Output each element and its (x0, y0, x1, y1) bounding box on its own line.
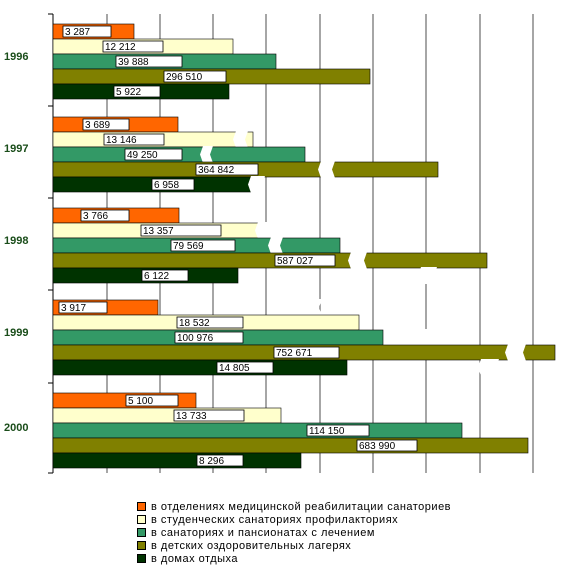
data-label: 6 122 (144, 271, 169, 282)
data-label-box (195, 163, 259, 176)
bar (52, 407, 282, 424)
category-label: 1998 (4, 235, 28, 247)
bar (52, 452, 302, 469)
data-label: 3 287 (65, 27, 90, 38)
data-label: 18 532 (179, 318, 210, 329)
data-label: 39 888 (118, 57, 149, 68)
data-label: 114 150 (309, 426, 345, 437)
legend-swatch (137, 502, 146, 511)
legend-label: в студенческих санаториях профилакториях (151, 513, 399, 526)
data-label: 5 922 (116, 87, 141, 98)
data-label: 13 357 (143, 226, 174, 237)
data-label: 49 250 (127, 150, 158, 161)
data-label: 296 510 (166, 72, 203, 83)
legend-label: в детских оздоровительных лагерях (151, 539, 352, 552)
axis-break (200, 146, 213, 163)
legend-item: в отделениях медицинской реабилитации са… (137, 500, 577, 513)
legend-swatch (137, 515, 146, 524)
bar (52, 422, 463, 439)
legend-swatch (137, 541, 146, 550)
data-label-box (113, 85, 161, 98)
data-label: 3 766 (83, 211, 108, 222)
data-label-box (102, 40, 164, 53)
category-label: 1997 (4, 143, 28, 155)
bar (52, 437, 529, 454)
data-label: 100 976 (177, 333, 214, 344)
data-label-box (103, 133, 165, 146)
data-label-box (141, 269, 189, 282)
data-label-box (80, 209, 130, 222)
data-label-box (151, 178, 195, 191)
data-label: 587 027 (277, 256, 314, 267)
legend-item: в домах отдыха (137, 552, 577, 565)
data-label-box (306, 424, 370, 437)
data-label: 12 212 (105, 42, 136, 53)
data-label-box (174, 331, 244, 344)
data-label-box (82, 118, 130, 131)
data-label-box (58, 301, 108, 314)
data-label: 3 917 (61, 303, 86, 314)
axis-break (255, 222, 270, 239)
data-label: 6 958 (154, 180, 179, 191)
axis-break (418, 267, 437, 284)
legend-item: в санаториях и пансионатах с лечением (137, 526, 577, 539)
data-label: 364 842 (198, 165, 235, 176)
data-label-box (274, 254, 336, 267)
legend-item: в детских оздоровительных лагерях (137, 539, 577, 552)
data-label-box (163, 70, 227, 83)
data-label: 8 296 (199, 456, 224, 467)
legend-label: в санаториях и пансионатах с лечением (151, 526, 375, 539)
axis-break (197, 116, 212, 133)
axis-break (478, 359, 499, 376)
axis-break (418, 329, 437, 346)
data-label: 13 146 (106, 135, 137, 146)
data-label-box (170, 239, 236, 252)
axis-break (268, 237, 283, 254)
legend-swatch (137, 528, 146, 537)
axis-break (248, 176, 265, 193)
legend-item: в студенческих санаториях профилакториях (137, 513, 577, 526)
data-label: 683 990 (359, 441, 396, 452)
data-label-box (356, 439, 418, 452)
data-label: 5 100 (128, 396, 153, 407)
bar (52, 252, 488, 269)
category-label: 1996 (4, 51, 28, 63)
data-label-box (173, 409, 245, 422)
data-label: 13 733 (176, 411, 207, 422)
axis-break (505, 344, 526, 361)
legend-label: в домах отдыха (151, 552, 239, 565)
data-label: 3 689 (85, 120, 110, 131)
bar (52, 359, 348, 376)
data-label-box (124, 148, 183, 161)
data-label: 79 569 (173, 241, 204, 252)
data-label: 14 805 (219, 363, 250, 374)
bar-chart: 3 287 3 689 3 766 3 917 5 100 12 212 13 146 13 … (4, 13, 556, 474)
category-label: 1999 (4, 327, 28, 339)
data-label-box (62, 25, 112, 38)
axis-break (233, 131, 248, 148)
data-label-box (176, 316, 244, 329)
category-label: 2000 (4, 422, 28, 434)
data-label: 752 671 (276, 348, 313, 359)
data-label-box (196, 454, 244, 467)
legend-label: в отделениях медицинской реабилитации са… (151, 500, 452, 513)
axis-break (305, 299, 322, 316)
axis-break (226, 207, 241, 224)
data-label-box (115, 55, 183, 68)
data-label-box (125, 394, 179, 407)
data-label-box (273, 346, 340, 359)
legend: в отделениях медицинской реабилитации са… (137, 500, 577, 565)
axis-break (318, 161, 335, 178)
data-label-box (140, 224, 222, 237)
axis-break (380, 314, 399, 331)
data-label-box (216, 361, 274, 374)
legend-swatch (137, 554, 146, 563)
axis-break (348, 252, 367, 269)
